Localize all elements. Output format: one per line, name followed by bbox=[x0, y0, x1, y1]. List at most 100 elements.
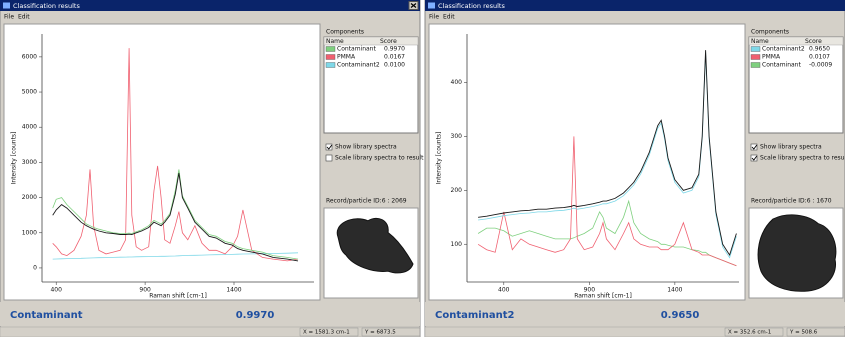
checkbox[interactable] bbox=[325, 154, 333, 162]
library-spectrum bbox=[477, 136, 737, 267]
result-bar bbox=[425, 302, 845, 326]
checkbox-label[interactable]: Show library spectra bbox=[335, 144, 397, 151]
x-axis-label: Raman shift [cm-1] bbox=[149, 293, 207, 300]
window: Classification results File Edit 100 200 300 4… bbox=[424, 0, 845, 337]
x-tick-label: 400 bbox=[498, 287, 510, 294]
status-field bbox=[299, 327, 359, 337]
title-bar bbox=[425, 0, 845, 11]
x-tick-label: 1400 bbox=[667, 287, 682, 294]
status-field bbox=[361, 327, 421, 337]
status-text: X = 352.6 cm-1 bbox=[728, 330, 771, 336]
x-tick-label: 900 bbox=[139, 287, 151, 294]
y-tick-label: 200 bbox=[451, 187, 463, 194]
status-bar bbox=[0, 326, 421, 337]
component-score: 0.9970 bbox=[384, 46, 405, 53]
component-name: Contaminant bbox=[762, 62, 801, 69]
header-name: Name bbox=[751, 38, 769, 45]
component-score: 0.0100 bbox=[384, 62, 405, 69]
component-swatch bbox=[325, 46, 336, 52]
result-name: Contaminant2 bbox=[435, 310, 514, 321]
components-table bbox=[748, 36, 844, 134]
menu-item[interactable]: Edit bbox=[443, 14, 455, 21]
component-name: Contaminant2 bbox=[762, 46, 805, 53]
header-score: Score bbox=[380, 38, 397, 45]
table-header bbox=[323, 36, 419, 46]
component-name: PMMA bbox=[762, 54, 781, 61]
record-label: Record/particle ID:6 : 1670 bbox=[751, 198, 832, 205]
measured-spectrum bbox=[478, 50, 737, 257]
y-tick-label: 2000 bbox=[22, 194, 37, 201]
header-name: Name bbox=[326, 38, 344, 45]
menu-item[interactable]: File bbox=[4, 14, 14, 21]
window-icon bbox=[428, 2, 435, 9]
y-axis-label: Intensity [counts] bbox=[436, 132, 443, 185]
status-text: X = 1581.3 cm-1 bbox=[303, 330, 350, 336]
checkbox-label[interactable]: Scale library spectra to result bbox=[760, 155, 845, 162]
window: Classification results File Edit 0 1000 2000 3… bbox=[0, 0, 424, 337]
status-bar bbox=[424, 326, 845, 337]
menu-item[interactable]: File bbox=[429, 14, 439, 21]
result-score: 0.9650 bbox=[661, 310, 700, 321]
y-tick-label: 0 bbox=[33, 264, 37, 271]
checkbox[interactable] bbox=[325, 143, 333, 151]
record-label: Record/particle ID:6 : 2069 bbox=[326, 198, 407, 205]
components-label: Components bbox=[751, 29, 789, 36]
particle-image bbox=[336, 217, 414, 274]
y-tick-label: 5000 bbox=[22, 89, 37, 96]
plot-panel bbox=[428, 23, 746, 301]
component-score: 0.9650 bbox=[809, 46, 830, 53]
library-spectrum bbox=[52, 252, 299, 260]
y-tick-label: 6000 bbox=[22, 53, 37, 60]
component-name: Contaminant bbox=[337, 46, 376, 53]
window-title: Classification results bbox=[13, 2, 80, 10]
status-field bbox=[724, 327, 784, 337]
component-swatch bbox=[750, 62, 761, 68]
status-field bbox=[786, 327, 845, 337]
component-swatch bbox=[750, 54, 761, 60]
component-score: 0.0167 bbox=[384, 54, 405, 61]
checkbox-check[interactable] bbox=[751, 144, 758, 150]
x-tick-label: 900 bbox=[584, 287, 596, 294]
y-tick-label: 100 bbox=[451, 241, 463, 248]
result-score: 0.9970 bbox=[236, 310, 275, 321]
y-axis-label: Intensity [counts] bbox=[11, 132, 18, 185]
components-label: Components bbox=[326, 29, 364, 36]
x-tick-label: 400 bbox=[50, 287, 62, 294]
status-text: Y = 508.6 bbox=[789, 330, 818, 336]
title-bar bbox=[0, 0, 420, 11]
table-header bbox=[748, 36, 844, 46]
measured-spectrum bbox=[52, 172, 299, 262]
component-score: 0.0107 bbox=[809, 54, 830, 61]
library-spectrum bbox=[477, 199, 737, 267]
result-name: Contaminant bbox=[10, 310, 83, 321]
checkbox[interactable] bbox=[750, 143, 758, 151]
y-tick-label: 3000 bbox=[22, 159, 37, 166]
checkbox-label[interactable]: Show library spectra bbox=[760, 144, 822, 151]
close-icon[interactable] bbox=[410, 3, 417, 8]
checkbox[interactable] bbox=[750, 154, 758, 162]
y-tick-label: 1000 bbox=[22, 229, 37, 236]
x-axis-label: Raman shift [cm-1] bbox=[574, 293, 632, 300]
checkbox-label[interactable]: Scale library spectra to result bbox=[335, 155, 424, 162]
menu-item[interactable]: Edit bbox=[18, 14, 30, 21]
plot-panel bbox=[3, 23, 321, 301]
component-name: PMMA bbox=[337, 54, 356, 61]
checkbox-check[interactable] bbox=[326, 144, 333, 150]
x-tick-label: 1400 bbox=[226, 287, 241, 294]
header-score: Score bbox=[805, 38, 822, 45]
particle-image bbox=[757, 214, 837, 292]
checkbox-check[interactable] bbox=[751, 155, 758, 161]
component-swatch bbox=[325, 54, 336, 60]
library-spectrum bbox=[52, 169, 299, 260]
library-spectrum bbox=[52, 48, 299, 262]
component-name: Contaminant2 bbox=[337, 62, 380, 69]
component-swatch bbox=[325, 62, 336, 68]
result-bar bbox=[0, 302, 420, 326]
window-title: Classification results bbox=[438, 2, 505, 10]
status-text: Y = 6873.5 bbox=[364, 330, 396, 336]
y-tick-label: 300 bbox=[451, 133, 463, 140]
component-score: -0.0009 bbox=[809, 62, 832, 69]
window-icon bbox=[3, 2, 10, 9]
y-tick-label: 4000 bbox=[22, 124, 37, 131]
